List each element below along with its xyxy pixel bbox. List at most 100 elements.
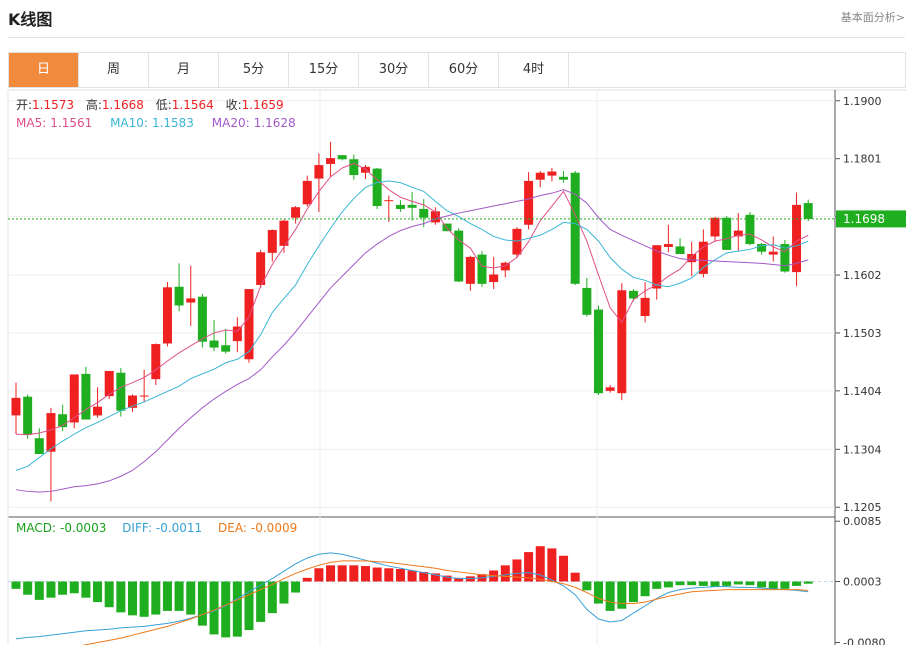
candle-body	[512, 228, 522, 255]
macd-bar	[361, 566, 370, 582]
tab-5min[interactable]: 5分	[219, 53, 289, 87]
macd-bar	[372, 567, 382, 582]
header-divider	[8, 37, 905, 38]
macd-bar	[267, 581, 277, 614]
macd-bar	[93, 581, 103, 603]
macd-bar	[326, 565, 336, 582]
candle-body	[244, 289, 254, 360]
candle-body	[69, 374, 79, 423]
macd-bar	[104, 581, 114, 608]
macd-bar	[524, 552, 534, 582]
candle-body	[349, 159, 359, 176]
candle-body	[780, 244, 790, 272]
candle-body	[128, 395, 137, 408]
candle-body	[34, 438, 44, 455]
ma20-label: MA20:	[212, 116, 250, 130]
macd-bar	[594, 581, 603, 604]
macd-bar	[349, 565, 359, 582]
macd-value: -0.0003	[60, 521, 106, 535]
ohlc-readout: 开:1.1573 高:1.1668 低:1.1564 收:1.1659	[16, 97, 284, 112]
tab-4hour[interactable]: 4时	[499, 53, 569, 87]
diff-line	[15, 552, 809, 640]
macd-bar	[605, 581, 615, 611]
close-label: 收:	[226, 98, 242, 112]
macd-bar	[232, 581, 242, 637]
ma10-label: MA10:	[110, 116, 148, 130]
candle-body	[23, 396, 33, 435]
candle-body	[314, 165, 324, 179]
macd-bar	[197, 581, 207, 626]
candle-body	[104, 370, 114, 397]
macd-tick-label: -0.0080	[843, 637, 885, 645]
candle-body	[395, 204, 405, 209]
candle-body	[570, 172, 580, 284]
macd-label: MACD:	[16, 521, 56, 535]
candle-body	[419, 208, 429, 218]
low-label: 低:	[156, 98, 172, 112]
tab-week[interactable]: 周	[79, 53, 149, 87]
candle-body	[803, 203, 813, 219]
dea-value: -0.0009	[251, 521, 297, 535]
macd-bar	[244, 581, 254, 631]
tab-day[interactable]: 日	[9, 53, 79, 87]
fundamental-analysis-link[interactable]: 基本面分析>	[840, 11, 905, 24]
candle-body	[710, 217, 720, 237]
candle-body	[745, 214, 755, 245]
dea-line	[81, 560, 809, 645]
macd-histogram	[11, 546, 813, 638]
macd-bar	[675, 581, 685, 586]
candle-body	[139, 395, 149, 397]
tab-30min[interactable]: 30分	[359, 53, 429, 87]
macd-bar	[302, 577, 312, 582]
macd-bar	[116, 581, 126, 613]
tab-month[interactable]: 月	[149, 53, 219, 87]
macd-bar	[745, 581, 755, 586]
price-tick-label: 1.1900	[843, 95, 882, 108]
ma10-value: 1.1583	[152, 116, 194, 130]
candle-body	[442, 223, 452, 232]
candle-body	[582, 287, 592, 315]
tab-15min[interactable]: 15分	[289, 53, 359, 87]
candle-body	[687, 253, 697, 263]
macd-bar	[291, 581, 301, 593]
candle-body	[326, 158, 336, 164]
macd-bar	[279, 581, 289, 604]
tab-60min[interactable]: 60分	[429, 53, 499, 87]
ma-readout: MA5: 1.1561 MA10: 1.1583 MA20: 1.1628	[16, 116, 296, 130]
macd-bar	[430, 573, 440, 582]
candle-body	[46, 413, 56, 452]
macd-bar	[617, 581, 627, 609]
candle-body	[407, 204, 417, 208]
candle-body	[524, 180, 534, 225]
diff-label: DIFF:	[122, 521, 152, 535]
macd-bar	[186, 581, 196, 615]
candle-body	[768, 251, 778, 255]
macd-bar	[454, 577, 464, 582]
candle-body	[116, 372, 126, 411]
candle-body	[640, 297, 650, 316]
candle-body	[93, 406, 103, 416]
price-tick-label: 1.1205	[843, 501, 882, 514]
ma5-value: 1.1561	[50, 116, 92, 130]
diff-value: -0.0011	[156, 521, 202, 535]
macd-bar	[582, 581, 592, 591]
candle-body	[151, 344, 161, 380]
ma10-line	[15, 180, 809, 471]
macd-lines	[15, 552, 809, 645]
macd-bar	[46, 581, 56, 598]
candlesticks	[11, 141, 813, 502]
macd-tick-label: 0.0085	[843, 515, 882, 528]
candle-body	[291, 207, 301, 218]
candle-body	[81, 373, 91, 420]
price-tick-label: 1.1801	[843, 153, 882, 166]
candle-body	[267, 230, 277, 253]
candle-body	[256, 252, 266, 285]
macd-readout: MACD: -0.0003 DIFF: -0.0011 DEA: -0.0009	[16, 521, 297, 535]
macd-bar	[535, 546, 545, 582]
macd-bar	[11, 581, 21, 589]
ma20-value: 1.1628	[254, 116, 296, 130]
macd-bar	[570, 572, 580, 582]
macd-bar	[69, 581, 79, 594]
macd-bar	[628, 581, 638, 603]
